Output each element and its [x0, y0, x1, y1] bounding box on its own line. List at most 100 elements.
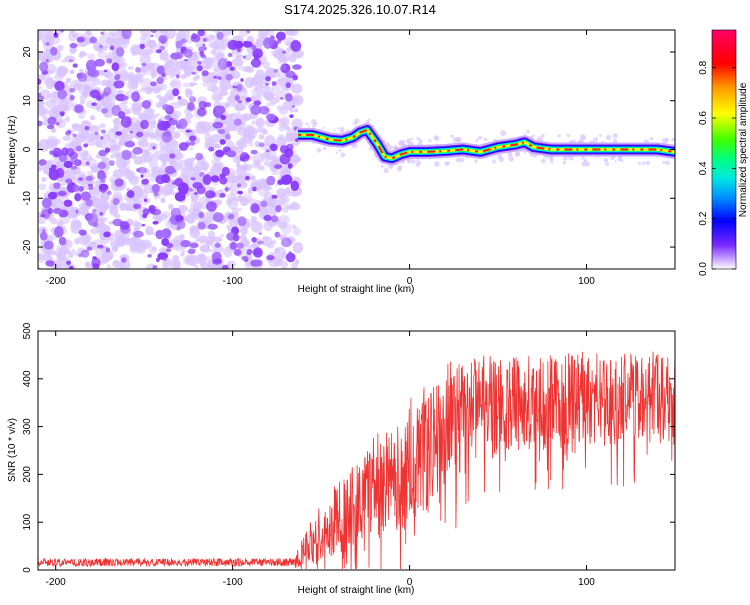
noise-peak — [166, 242, 174, 249]
noise-blob — [267, 197, 277, 209]
noise-peak — [141, 178, 150, 185]
noise-peak — [121, 257, 127, 263]
noise-peak — [284, 93, 293, 102]
noise-blob — [59, 254, 69, 264]
colorbar-tick-label: 0.4 — [698, 161, 709, 175]
noise-blob — [291, 224, 297, 229]
noise-blob — [56, 44, 64, 52]
noise-peak — [196, 107, 207, 117]
noise-blob — [51, 202, 57, 207]
noise-blob — [182, 82, 191, 88]
noise-blob — [155, 102, 163, 108]
noise-blob — [78, 113, 86, 120]
track-speckle — [477, 136, 482, 140]
noise-blob — [169, 161, 177, 167]
noise-peak — [70, 165, 78, 170]
noise-blob — [259, 204, 272, 216]
track-speckle — [661, 138, 668, 144]
noise-blob — [261, 129, 268, 135]
noise-peak — [169, 119, 178, 126]
noise-blob — [97, 51, 108, 59]
noise-blob — [163, 49, 168, 53]
noise-peak — [233, 86, 237, 89]
noise-blob — [209, 34, 216, 39]
noise-peak — [158, 119, 162, 123]
noise-blob — [113, 31, 120, 37]
noise-blob — [94, 139, 103, 148]
noise-peak — [150, 34, 154, 37]
noise-blob — [241, 95, 246, 100]
noise-peak — [115, 93, 127, 102]
noise-peak — [258, 232, 263, 235]
noise-blob — [51, 128, 57, 133]
track-speckle — [514, 152, 520, 157]
noise-peak — [87, 69, 97, 77]
track-speckle — [335, 151, 338, 154]
noise-peak — [217, 105, 226, 114]
noise-blob — [258, 30, 270, 37]
noise-peak — [236, 84, 243, 92]
noise-peak — [287, 163, 293, 169]
noise-peak — [63, 199, 73, 207]
noise-peak — [72, 63, 78, 68]
noise-blob — [65, 168, 77, 181]
noise-blob — [104, 71, 114, 79]
noise-peak — [58, 236, 67, 246]
noise-blob — [258, 134, 265, 140]
tone-track-peak — [298, 128, 675, 160]
noise-blob — [145, 126, 154, 134]
noise-peak — [227, 213, 235, 220]
noise-blob — [216, 52, 225, 60]
noise-peak — [177, 96, 182, 100]
noise-peak — [92, 208, 96, 214]
noise-blob — [168, 203, 174, 210]
noise-blob — [127, 72, 136, 81]
noise-peak — [94, 131, 99, 136]
noise-blob — [285, 204, 294, 210]
noise-blob — [258, 73, 269, 84]
noise-blob — [71, 123, 82, 132]
noise-peak — [39, 231, 48, 241]
noise-blob — [236, 162, 241, 168]
noise-peak — [265, 82, 269, 86]
noise-blob — [225, 114, 233, 120]
noise-peak — [113, 80, 125, 89]
noise-peak — [60, 112, 65, 117]
noise-peak — [51, 164, 57, 170]
track-speckle — [642, 161, 646, 165]
noise-blob — [110, 154, 115, 159]
noise-peak — [212, 212, 224, 223]
spectrogram-y-label: Frequency (Hz) — [7, 116, 18, 185]
noise-blob — [38, 183, 47, 191]
noise-peak — [65, 131, 71, 136]
noise-blob — [211, 85, 220, 94]
noise-peak — [152, 220, 159, 225]
track-speckle — [308, 125, 311, 128]
noise-peak — [45, 260, 55, 267]
noise-blob — [57, 98, 69, 111]
track-speckle — [483, 137, 488, 142]
noise-peak — [276, 31, 286, 41]
noise-peak — [161, 173, 170, 183]
noise-blob — [74, 237, 80, 245]
noise-blob — [108, 92, 116, 102]
noise-peak — [39, 61, 49, 72]
noise-blob — [213, 67, 220, 72]
noise-peak — [162, 104, 171, 111]
noise-peak — [246, 30, 251, 34]
spectrogram-x-tick-label: -100 — [223, 276, 243, 287]
track-speckle — [566, 134, 570, 138]
noise-blob — [125, 204, 132, 212]
noise-peak — [53, 182, 61, 189]
noise-blob — [185, 214, 197, 224]
noise-peak — [72, 133, 77, 138]
noise-blob — [144, 132, 149, 139]
noise-peak — [76, 36, 85, 43]
noise-peak — [180, 38, 187, 44]
noise-peak — [38, 120, 43, 127]
colorbar-tick-label: 0.2 — [698, 211, 709, 225]
noise-blob — [106, 264, 111, 269]
page-title: S174.2025.326.10.07.R14 — [284, 2, 436, 17]
noise-blob — [199, 244, 211, 253]
track-speckle — [524, 132, 527, 135]
